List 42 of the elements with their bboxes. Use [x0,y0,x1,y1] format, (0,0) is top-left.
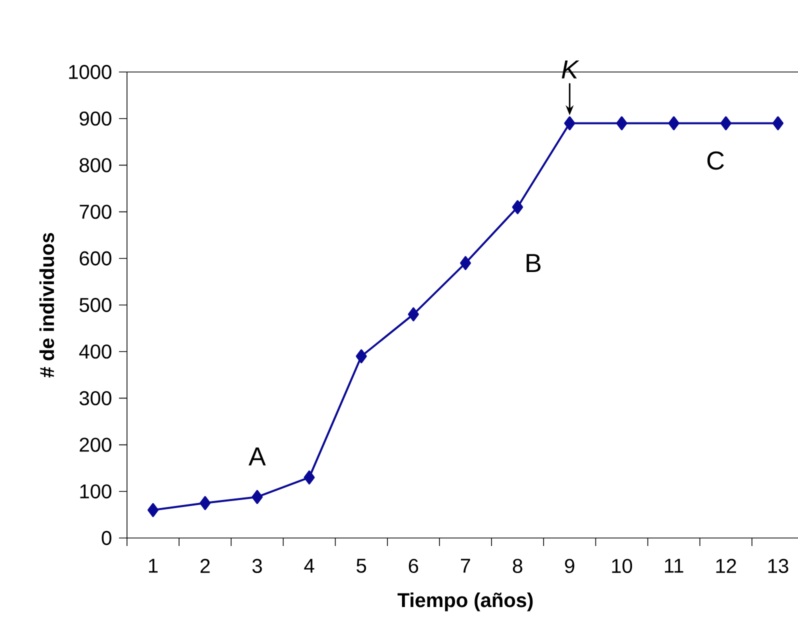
point [720,116,732,130]
y-tick-label: 600 [80,251,112,266]
point [356,349,367,364]
y-tick-label: 700 [80,204,112,219]
point [616,116,628,130]
x-tick-label: 6 [408,558,418,574]
point [564,116,576,130]
y-tick-label: 500 [80,298,112,312]
x-tick-label: 13 [768,558,788,574]
point [408,307,419,322]
x-tick-label: 9 [565,558,574,574]
point [148,503,159,518]
x-tick-label: 11 [664,558,684,573]
point [512,200,524,214]
x-axis-title: Tiempo (años) [398,592,533,612]
point [772,116,784,130]
x-tick-label: 1 [149,558,158,573]
x-tick-label: 7 [460,558,470,573]
y-tick-label: 200 [80,438,112,452]
point [668,116,680,130]
y-tick-label: 900 [80,112,112,126]
y-tick-label: 800 [80,158,112,172]
annotation: B [526,254,541,272]
x-tick-label: 5 [356,558,366,573]
y-tick-label: 0 [102,530,112,546]
y-axis-title: # de individuos [39,233,54,378]
point [200,496,211,510]
y-tick-label: 400 [79,344,112,359]
y-tick-label: 300 [80,391,112,406]
point [460,256,472,270]
x-tick-label: 3 [252,558,262,574]
annotation: C [707,151,724,170]
x-tick-label: 10 [612,558,632,574]
x-tick-label: 4 [304,558,314,573]
y-tick-label: 100 [80,484,112,498]
x-tick-label: 8 [512,558,522,574]
annotation: A [248,448,266,466]
y-tick-label: 1000 [69,64,112,80]
point [252,490,263,504]
x-tick-label: 2 [200,558,210,573]
x-tick-label: 12 [716,558,736,573]
point [304,470,315,484]
